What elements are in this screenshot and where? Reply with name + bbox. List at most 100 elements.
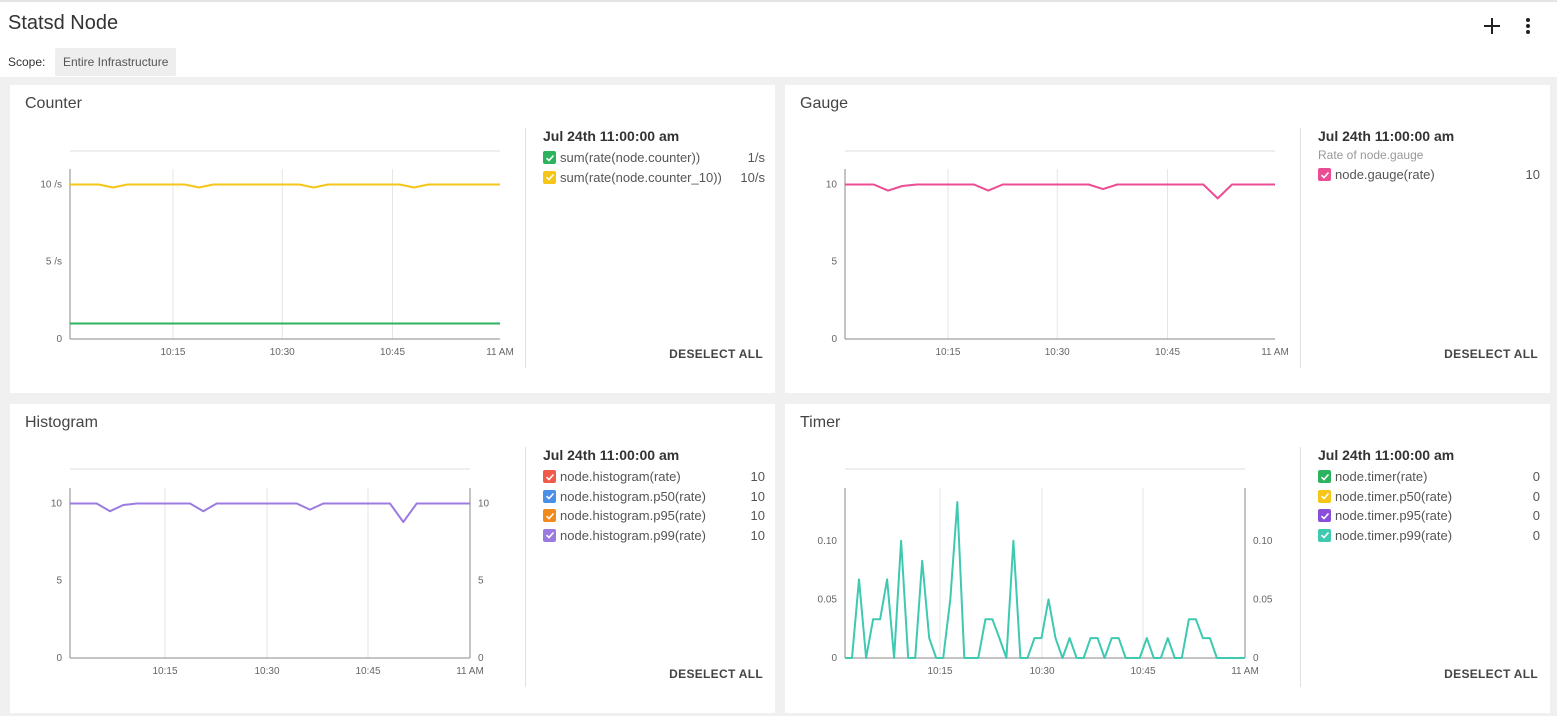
- chart-gauge[interactable]: 10:15 10:30 10:45 11 AM 0 5 10: [785, 85, 1300, 393]
- deselect-all-button[interactable]: DESELECT ALL: [669, 347, 763, 361]
- y-tick-label-right: 10: [478, 498, 490, 509]
- legend-item-value: 10: [750, 508, 765, 524]
- checkbox-checked-icon[interactable]: [543, 509, 556, 523]
- panel-title: Timer: [800, 414, 841, 431]
- series-line[interactable]: [70, 183, 500, 189]
- y-tick-label: 0.10: [818, 536, 838, 547]
- legend-item-name: node.gauge(rate): [1335, 167, 1435, 183]
- legend-item-name: node.histogram.p95(rate): [560, 508, 706, 524]
- vertical-dots-icon: [1526, 18, 1530, 34]
- x-tick-label: 10:30: [254, 666, 279, 677]
- legend-item[interactable]: node.timer(rate) 0: [1318, 467, 1540, 487]
- legend-timestamp: Jul 24th 11:00:00 am: [1318, 128, 1455, 144]
- x-tick-label: 10:15: [935, 347, 960, 358]
- deselect-all-button[interactable]: DESELECT ALL: [669, 667, 763, 681]
- plus-icon: [1484, 18, 1500, 34]
- top-bar: Statsd Node Scope: Entire Infrastructure: [0, 0, 1557, 77]
- legend-item-name: node.timer.p95(rate): [1335, 508, 1453, 524]
- legend: Jul 24th 11:00:00 am sum(rate(node.counte…: [525, 128, 765, 368]
- x-tick-label: 10:15: [152, 666, 177, 677]
- checkbox-checked-icon[interactable]: [543, 528, 556, 542]
- series-line[interactable]: [845, 501, 1245, 659]
- checkbox-checked-icon[interactable]: [1318, 489, 1331, 503]
- legend-item-name: sum(rate(node.counter_10)): [560, 169, 722, 185]
- legend-item-value: 0: [1532, 488, 1540, 504]
- legend-item[interactable]: sum(rate(node.counter_10)) 10/s: [543, 168, 765, 188]
- chart-timer[interactable]: 10:15 10:30 10:45 11 AM 0 0 0.05 0.05 0.10 0.10: [785, 404, 1300, 713]
- x-tick-label: 10:45: [355, 666, 380, 677]
- chart-counter[interactable]: 10:15 10:30 10:45 11 AM 0 5 /s 10 /s: [10, 85, 525, 393]
- page-title: Statsd Node: [8, 12, 119, 34]
- y-tick-label: 10 /s: [40, 179, 62, 190]
- legend-item-value: 10: [750, 469, 765, 485]
- legend-item[interactable]: node.gauge(rate) 10: [1318, 165, 1540, 185]
- y-tick-label-right: 0.10: [1253, 536, 1273, 547]
- x-tick-label: 11 AM: [486, 347, 514, 358]
- y-tick-label: 0: [831, 653, 837, 664]
- panel-histogram: Histogram 10:15 10:30 10:45 11 AM 0 0 5 5 10 10 Jul…: [10, 404, 775, 713]
- checkbox-checked-icon[interactable]: [543, 151, 556, 165]
- x-tick-label: 10:15: [927, 666, 952, 677]
- legend-item-value: 0: [1532, 508, 1540, 524]
- checkbox-checked-icon[interactable]: [1318, 470, 1331, 484]
- legend-item[interactable]: node.histogram.p95(rate) 10: [543, 506, 765, 526]
- legend-item-value: 10: [750, 527, 765, 543]
- series-line[interactable]: [845, 183, 1275, 200]
- y-tick-label: 5 /s: [46, 257, 62, 268]
- legend-timestamp: Jul 24th 11:00:00 am: [543, 128, 680, 144]
- legend-item-value: 1/s: [747, 150, 765, 166]
- legend-item[interactable]: node.histogram.p50(rate) 10: [543, 487, 765, 507]
- legend-item-name: node.histogram.p99(rate): [560, 527, 706, 543]
- legend-item[interactable]: node.histogram.p99(rate) 10: [543, 526, 765, 546]
- x-tick-label: 10:45: [380, 347, 405, 358]
- legend-item-value: 0: [1532, 527, 1540, 543]
- legend-item[interactable]: node.timer.p50(rate) 0: [1318, 487, 1540, 507]
- more-menu-button[interactable]: [1516, 14, 1540, 38]
- checkbox-checked-icon[interactable]: [543, 470, 556, 484]
- legend: Jul 24th 11:00:00 am Rate of node.gauge no…: [1300, 128, 1540, 368]
- chart-histogram[interactable]: 10:15 10:30 10:45 11 AM 0 0 5 5 10 10: [10, 404, 525, 713]
- y-tick-label: 0: [56, 653, 62, 664]
- legend-item-name: sum(rate(node.counter)): [560, 150, 701, 166]
- legend-timestamp: Jul 24th 11:00:00 am: [543, 447, 680, 463]
- scope-selector[interactable]: Entire Infrastructure: [55, 48, 177, 76]
- series-line[interactable]: [70, 502, 470, 523]
- y-tick-label: 10: [51, 498, 63, 509]
- y-tick-label: 5: [56, 576, 62, 587]
- add-button[interactable]: [1480, 14, 1504, 38]
- legend-item-name: node.timer.p50(rate): [1335, 488, 1453, 504]
- checkbox-checked-icon[interactable]: [1318, 509, 1331, 523]
- panel-title: Histogram: [25, 414, 98, 431]
- y-tick-label-right: 0: [478, 653, 484, 664]
- checkbox-checked-icon[interactable]: [543, 489, 556, 503]
- deselect-all-button[interactable]: DESELECT ALL: [1444, 347, 1538, 361]
- legend-item-name: node.histogram(rate): [560, 469, 681, 485]
- checkbox-checked-icon[interactable]: [543, 170, 556, 184]
- deselect-all-button[interactable]: DESELECT ALL: [1444, 667, 1538, 681]
- x-tick-label: 11 AM: [1231, 666, 1259, 677]
- panel-timer: Timer 10:15 10:30 10:45 11 AM 0 0 0.05 0.05 0.10 0…: [785, 404, 1550, 713]
- scope-label: Scope:: [8, 55, 46, 69]
- y-tick-label-right: 5: [478, 576, 484, 587]
- x-tick-label: 10:30: [270, 347, 295, 358]
- y-tick-label-right: 0: [1253, 653, 1259, 664]
- x-tick-label: 10:45: [1155, 347, 1180, 358]
- legend-item[interactable]: node.histogram(rate) 10: [543, 467, 765, 487]
- legend-item[interactable]: sum(rate(node.counter)) 1/s: [543, 148, 765, 168]
- y-tick-label: 0: [831, 334, 837, 345]
- legend-item[interactable]: node.timer.p95(rate) 0: [1318, 506, 1540, 526]
- checkbox-checked-icon[interactable]: [1318, 528, 1331, 542]
- x-tick-label: 10:45: [1130, 666, 1155, 677]
- legend-item[interactable]: node.timer.p99(rate) 0: [1318, 526, 1540, 546]
- x-tick-label: 11 AM: [456, 666, 484, 677]
- x-tick-label: 10:15: [160, 347, 185, 358]
- legend-subtitle: Rate of node.gauge: [1318, 148, 1424, 162]
- legend-item-name: node.timer.p99(rate): [1335, 527, 1453, 543]
- y-tick-label: 0.05: [818, 594, 838, 605]
- checkbox-checked-icon[interactable]: [1318, 168, 1331, 182]
- legend-item-value: 10/s: [740, 169, 765, 185]
- legend-item-value: 10: [1525, 167, 1540, 183]
- legend: Jul 24th 11:00:00 am node.timer(rate) 0 nod…: [1300, 447, 1540, 687]
- x-tick-label: 10:30: [1045, 347, 1070, 358]
- x-tick-label: 10:30: [1029, 666, 1054, 677]
